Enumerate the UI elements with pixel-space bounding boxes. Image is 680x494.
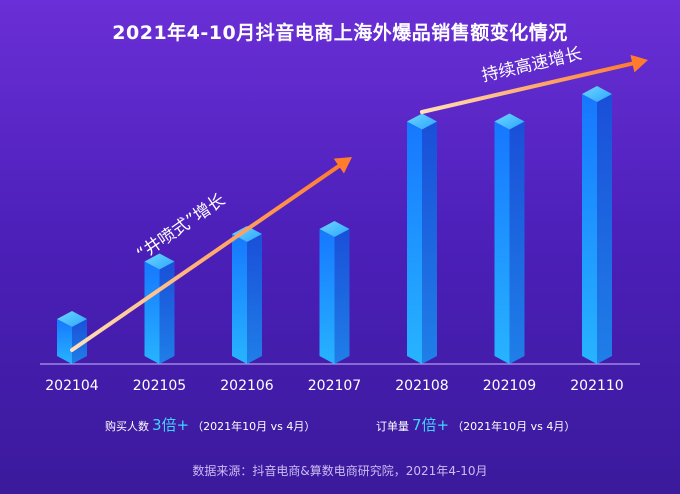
bar-202110 (582, 86, 612, 364)
stat-orders: 订单量 7倍+ （2021年10月 vs 4月） (376, 414, 575, 435)
stat-buyers-label: 购买人数 (105, 420, 149, 433)
stat-buyers-note: （2021年10月 vs 4月） (192, 420, 316, 433)
stat-orders-value: 7倍+ (412, 416, 450, 434)
x-tick-label: 202109 (483, 378, 536, 394)
bar-202107 (319, 221, 350, 364)
x-tick-label: 202106 (220, 378, 274, 394)
x-tick-label: 202110 (570, 378, 623, 394)
x-tick-label: 202104 (45, 378, 99, 394)
chart-title: 2021年4-10月抖音电商上海外爆品销售额变化情况 (112, 22, 568, 44)
stat-orders-note: （2021年10月 vs 4月） (452, 420, 576, 433)
x-tick-label: 202107 (308, 378, 361, 394)
bar-202105 (144, 253, 175, 364)
bar-202109 (494, 113, 525, 364)
stat-orders-label: 订单量 (376, 420, 409, 433)
x-tick-label: 202105 (133, 378, 186, 394)
stat-buyers-value: 3倍+ (152, 416, 190, 434)
bar-202108 (407, 113, 437, 364)
x-tick-label: 202108 (395, 378, 448, 394)
arrow-growth: 持续高速增长 (420, 44, 648, 114)
arrow-surge: “井喷式”增长 (70, 157, 352, 352)
stat-buyers: 购买人数 3倍+ （2021年10月 vs 4月） (105, 414, 315, 435)
bar-202104 (57, 311, 87, 364)
source-note: 数据来源：抖音电商&算数电商研究院，2021年4-10月 (192, 464, 488, 478)
bar-202106 (232, 226, 262, 364)
